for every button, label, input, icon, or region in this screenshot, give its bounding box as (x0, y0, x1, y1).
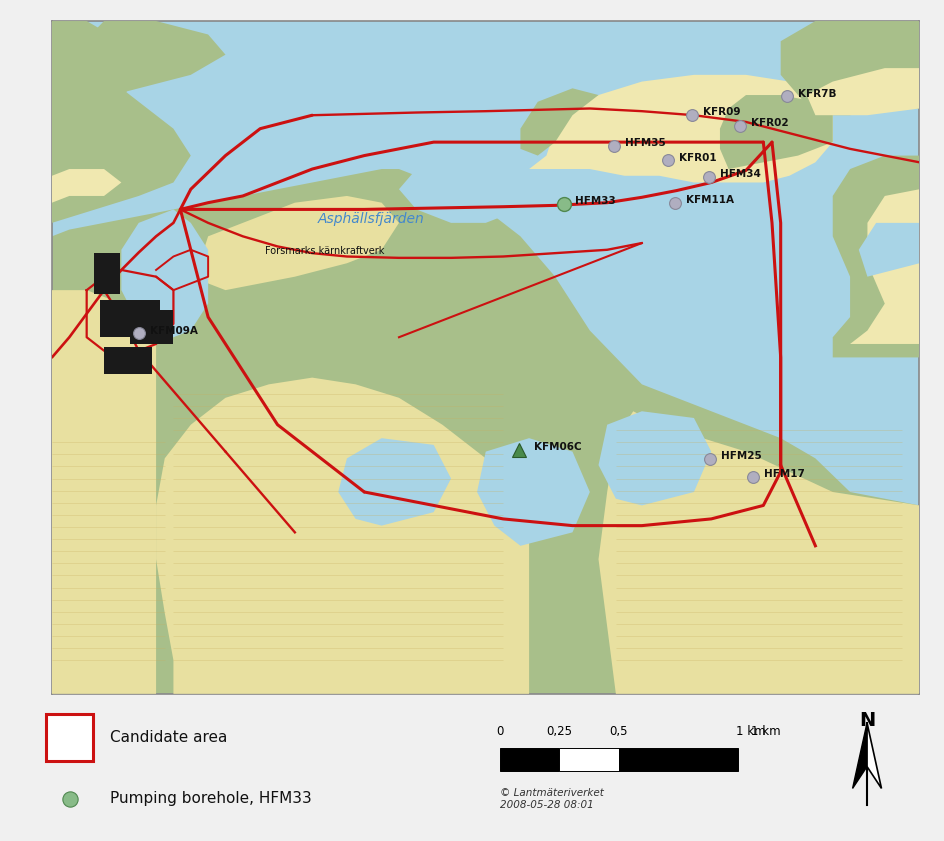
Polygon shape (520, 88, 598, 156)
Polygon shape (156, 378, 529, 694)
Bar (559, 748, 618, 771)
Polygon shape (780, 21, 919, 115)
Text: Candidate area: Candidate area (110, 730, 228, 745)
Text: HFM17: HFM17 (764, 469, 804, 479)
Polygon shape (199, 196, 398, 290)
Text: N: N (858, 711, 874, 730)
Polygon shape (69, 21, 226, 102)
Text: Forsmarks kärnkraftverk: Forsmarks kärnkraftverk (264, 246, 383, 257)
Text: © Lantmäteriverket
2008-05-28 08:01: © Lantmäteriverket 2008-05-28 08:01 (499, 788, 603, 810)
Polygon shape (52, 290, 156, 694)
Text: Asphällsfjärden: Asphällsfjärden (317, 212, 424, 226)
Text: 0,5: 0,5 (609, 725, 628, 738)
Polygon shape (851, 723, 867, 789)
Polygon shape (832, 156, 919, 357)
Polygon shape (850, 189, 919, 344)
Polygon shape (598, 411, 919, 694)
Polygon shape (398, 156, 537, 223)
Text: HFM25: HFM25 (720, 452, 761, 462)
Polygon shape (806, 68, 919, 115)
Polygon shape (52, 169, 919, 694)
Polygon shape (52, 21, 139, 142)
Polygon shape (867, 723, 881, 789)
Bar (499, 748, 559, 771)
Text: HFM34: HFM34 (719, 169, 760, 179)
Polygon shape (858, 223, 919, 277)
Text: 0,25: 0,25 (546, 725, 572, 738)
Bar (99, 300, 160, 337)
Bar (618, 748, 737, 771)
Text: HFM33: HFM33 (575, 196, 615, 206)
Polygon shape (52, 169, 121, 203)
Bar (46, 714, 93, 761)
Text: KFR02: KFR02 (750, 119, 788, 129)
Text: KFR7B: KFR7B (797, 88, 835, 98)
Bar (130, 310, 174, 344)
Polygon shape (52, 48, 191, 223)
Text: HFM35: HFM35 (625, 139, 666, 149)
Polygon shape (477, 438, 589, 546)
Text: 1 km: 1 km (735, 725, 766, 738)
Text: KFM06C: KFM06C (533, 442, 582, 452)
Polygon shape (338, 438, 450, 526)
Text: KFM09A: KFM09A (150, 325, 197, 336)
Polygon shape (529, 75, 832, 182)
Text: Pumping borehole, HFM33: Pumping borehole, HFM33 (110, 791, 312, 807)
Polygon shape (598, 411, 711, 505)
Text: 0: 0 (496, 725, 503, 738)
Text: KFM11A: KFM11A (685, 195, 733, 205)
Bar (93, 253, 120, 294)
Text: KFR09: KFR09 (702, 107, 740, 117)
Bar (104, 347, 152, 374)
Text: 1 km: 1 km (750, 725, 780, 738)
Text: KFR01: KFR01 (679, 152, 716, 162)
Polygon shape (719, 95, 832, 169)
Polygon shape (121, 209, 208, 344)
